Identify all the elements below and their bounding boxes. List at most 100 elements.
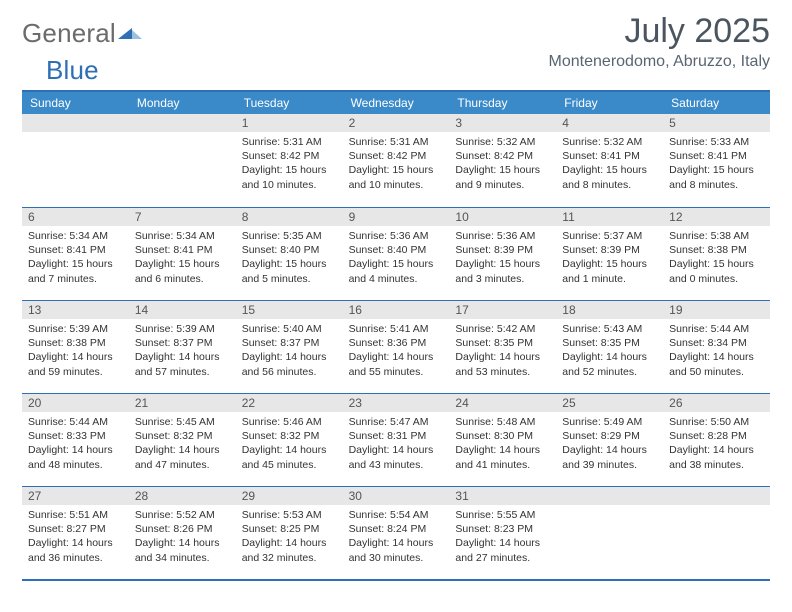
day-cell: 13Sunrise: 5:39 AMSunset: 8:38 PMDayligh… [22, 301, 129, 393]
day-details: Sunrise: 5:51 AMSunset: 8:27 PMDaylight:… [22, 505, 129, 579]
sunset-line: Sunset: 8:30 PM [455, 429, 550, 443]
sunset-line: Sunset: 8:37 PM [242, 336, 337, 350]
day-details: Sunrise: 5:52 AMSunset: 8:26 PMDaylight:… [129, 505, 236, 579]
day-cell: 7Sunrise: 5:34 AMSunset: 8:41 PMDaylight… [129, 208, 236, 300]
sunset-line: Sunset: 8:41 PM [135, 243, 230, 257]
date-number: 13 [22, 301, 129, 319]
sunset-line: Sunset: 8:37 PM [135, 336, 230, 350]
day-cell [556, 487, 663, 579]
day-cell: 26Sunrise: 5:50 AMSunset: 8:28 PMDayligh… [663, 394, 770, 486]
date-number [22, 114, 129, 132]
daylight-line: Daylight: 15 hours and 4 minutes. [349, 257, 444, 285]
daylight-line: Daylight: 15 hours and 10 minutes. [242, 163, 337, 191]
day-cell: 6Sunrise: 5:34 AMSunset: 8:41 PMDaylight… [22, 208, 129, 300]
day-cell: 21Sunrise: 5:45 AMSunset: 8:32 PMDayligh… [129, 394, 236, 486]
sunset-line: Sunset: 8:32 PM [135, 429, 230, 443]
day-details: Sunrise: 5:47 AMSunset: 8:31 PMDaylight:… [343, 412, 450, 486]
daylight-line: Daylight: 14 hours and 43 minutes. [349, 443, 444, 471]
week-row: 1Sunrise: 5:31 AMSunset: 8:42 PMDaylight… [22, 114, 770, 207]
weekday-header: Sunday Monday Tuesday Wednesday Thursday… [22, 92, 770, 114]
date-number: 24 [449, 394, 556, 412]
date-number: 2 [343, 114, 450, 132]
daylight-line: Daylight: 14 hours and 38 minutes. [669, 443, 764, 471]
day-details: Sunrise: 5:34 AMSunset: 8:41 PMDaylight:… [129, 226, 236, 300]
sunset-line: Sunset: 8:39 PM [455, 243, 550, 257]
date-number: 25 [556, 394, 663, 412]
week-row: 6Sunrise: 5:34 AMSunset: 8:41 PMDaylight… [22, 207, 770, 300]
date-number: 5 [663, 114, 770, 132]
date-number: 15 [236, 301, 343, 319]
sunset-line: Sunset: 8:38 PM [28, 336, 123, 350]
day-cell: 4Sunrise: 5:32 AMSunset: 8:41 PMDaylight… [556, 114, 663, 207]
day-cell: 14Sunrise: 5:39 AMSunset: 8:37 PMDayligh… [129, 301, 236, 393]
daylight-line: Daylight: 14 hours and 30 minutes. [349, 536, 444, 564]
sunset-line: Sunset: 8:27 PM [28, 522, 123, 536]
daylight-line: Daylight: 15 hours and 10 minutes. [349, 163, 444, 191]
sunrise-line: Sunrise: 5:41 AM [349, 322, 444, 336]
sunrise-line: Sunrise: 5:44 AM [28, 415, 123, 429]
date-number: 7 [129, 208, 236, 226]
date-number: 23 [343, 394, 450, 412]
sunset-line: Sunset: 8:31 PM [349, 429, 444, 443]
daylight-line: Daylight: 14 hours and 45 minutes. [242, 443, 337, 471]
date-number: 30 [343, 487, 450, 505]
daylight-line: Daylight: 15 hours and 8 minutes. [562, 163, 657, 191]
day-cell: 20Sunrise: 5:44 AMSunset: 8:33 PMDayligh… [22, 394, 129, 486]
day-details: Sunrise: 5:48 AMSunset: 8:30 PMDaylight:… [449, 412, 556, 486]
month-title: July 2025 [549, 12, 770, 51]
day-details: Sunrise: 5:33 AMSunset: 8:41 PMDaylight:… [663, 132, 770, 207]
daylight-line: Daylight: 14 hours and 27 minutes. [455, 536, 550, 564]
daylight-line: Daylight: 14 hours and 32 minutes. [242, 536, 337, 564]
day-cell: 2 Sunrise: 5:31 AMSunset: 8:42 PMDaylight… [343, 114, 450, 207]
date-number: 27 [22, 487, 129, 505]
sunset-line: Sunset: 8:41 PM [28, 243, 123, 257]
day-cell: 25Sunrise: 5:49 AMSunset: 8:29 PMDayligh… [556, 394, 663, 486]
day-cell: 12Sunrise: 5:38 AMSunset: 8:38 PMDayligh… [663, 208, 770, 300]
date-number: 6 [22, 208, 129, 226]
sunrise-line: Sunrise: 5:31 AM [242, 135, 337, 149]
sunrise-line: Sunrise: 5:38 AM [669, 229, 764, 243]
day-details: Sunrise: 5:39 AMSunset: 8:37 PMDaylight:… [129, 319, 236, 393]
sunset-line: Sunset: 8:34 PM [669, 336, 764, 350]
daylight-line: Daylight: 15 hours and 0 minutes. [669, 257, 764, 285]
day-details [129, 132, 236, 207]
day-details: Sunrise: 5:50 AMSunset: 8:28 PMDaylight:… [663, 412, 770, 486]
date-number: 18 [556, 301, 663, 319]
daylight-line: Daylight: 15 hours and 3 minutes. [455, 257, 550, 285]
date-number: 16 [343, 301, 450, 319]
sunrise-line: Sunrise: 5:35 AM [242, 229, 337, 243]
date-number: 4 [556, 114, 663, 132]
date-number [129, 114, 236, 132]
brand-mark-icon [118, 21, 144, 46]
day-cell: 17Sunrise: 5:42 AMSunset: 8:35 PMDayligh… [449, 301, 556, 393]
daylight-line: Daylight: 14 hours and 41 minutes. [455, 443, 550, 471]
day-details [556, 505, 663, 579]
sunrise-line: Sunrise: 5:55 AM [455, 508, 550, 522]
day-cell [663, 487, 770, 579]
daylight-line: Daylight: 14 hours and 36 minutes. [28, 536, 123, 564]
weekday-label: Thursday [449, 92, 556, 114]
day-cell [22, 114, 129, 207]
date-number: 26 [663, 394, 770, 412]
date-number [556, 487, 663, 505]
day-details: Sunrise: 5:42 AMSunset: 8:35 PMDaylight:… [449, 319, 556, 393]
day-details: Sunrise: 5:55 AMSunset: 8:23 PMDaylight:… [449, 505, 556, 579]
sunrise-line: Sunrise: 5:46 AM [242, 415, 337, 429]
daylight-line: Daylight: 15 hours and 6 minutes. [135, 257, 230, 285]
date-number: 8 [236, 208, 343, 226]
day-cell: 30Sunrise: 5:54 AMSunset: 8:24 PMDayligh… [343, 487, 450, 579]
sunset-line: Sunset: 8:38 PM [669, 243, 764, 257]
sunset-line: Sunset: 8:42 PM [349, 149, 444, 163]
date-number: 3 [449, 114, 556, 132]
sunrise-line: Sunrise: 5:42 AM [455, 322, 550, 336]
weekday-label: Tuesday [236, 92, 343, 114]
sunrise-line: Sunrise: 5:31 AM [349, 135, 444, 149]
date-number: 14 [129, 301, 236, 319]
sunset-line: Sunset: 8:23 PM [455, 522, 550, 536]
sunset-line: Sunset: 8:41 PM [562, 149, 657, 163]
day-details: Sunrise: 5:36 AMSunset: 8:39 PMDaylight:… [449, 226, 556, 300]
week-row: 13Sunrise: 5:39 AMSunset: 8:38 PMDayligh… [22, 300, 770, 393]
day-details: Sunrise: 5:31 AMSunset: 8:42 PMDaylight:… [236, 132, 343, 207]
day-cell: 11Sunrise: 5:37 AMSunset: 8:39 PMDayligh… [556, 208, 663, 300]
date-number: 21 [129, 394, 236, 412]
